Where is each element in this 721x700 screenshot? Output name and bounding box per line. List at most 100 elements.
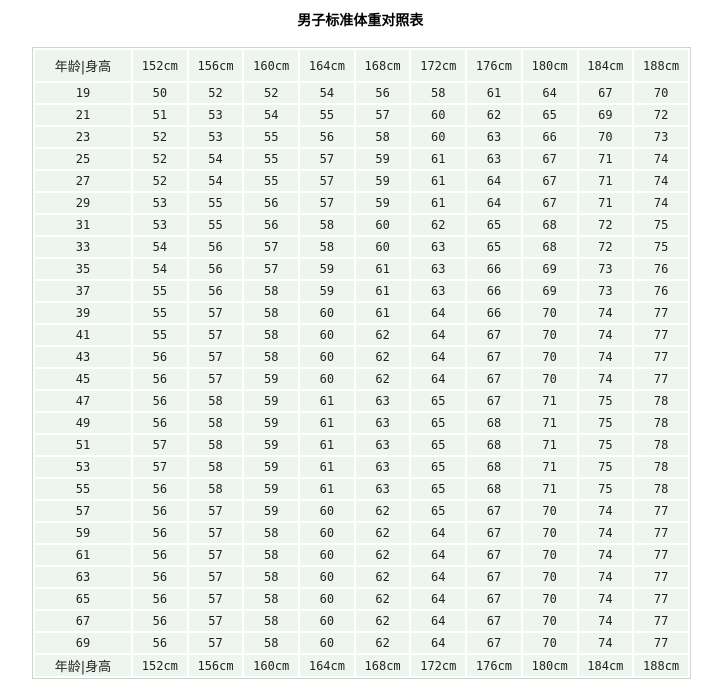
weight-cell: 54: [133, 237, 187, 257]
weight-cell: 58: [244, 303, 299, 323]
weight-cell: 56: [188, 281, 243, 301]
weight-cell: 78: [634, 413, 688, 433]
corner-label: 年龄|身高: [35, 655, 131, 676]
weight-cell: 63: [467, 127, 521, 147]
weight-cell: 58: [300, 237, 354, 257]
weight-cell: 59: [355, 193, 410, 213]
weight-cell: 61: [411, 193, 466, 213]
weight-cell: 73: [578, 281, 633, 301]
table-row: 37 55 56 58 59 61 63 66 69 73 76: [35, 281, 688, 301]
weight-cell: 58: [188, 457, 243, 477]
table-row: 35 54 56 57 59 61 63 66 69 73 76: [35, 259, 688, 279]
table-row: 65 56 57 58 60 62 64 67 70 74 77: [35, 589, 688, 609]
weight-cell: 55: [244, 149, 299, 169]
weight-cell: 55: [188, 215, 243, 235]
weight-cell: 61: [411, 171, 466, 191]
weight-cell: 74: [578, 325, 633, 345]
weight-cell: 73: [578, 259, 633, 279]
weight-cell: 74: [578, 611, 633, 631]
height-header: 160cm: [244, 655, 299, 676]
weight-cell: 68: [522, 215, 577, 235]
weight-cell: 69: [522, 281, 577, 301]
age-cell: 61: [35, 545, 131, 565]
weight-cell: 64: [411, 347, 466, 367]
weight-cell: 61: [300, 391, 354, 411]
header-row: 年龄|身高 152cm 156cm 160cm 164cm 168cm 172cm 176cm…: [35, 50, 688, 81]
weight-cell: 52: [133, 149, 187, 169]
table-row: 67 56 57 58 60 62 64 67 70 74 77: [35, 611, 688, 631]
weight-cell: 71: [522, 479, 577, 499]
weight-cell: 67: [522, 193, 577, 213]
weight-cell: 77: [634, 567, 688, 587]
weight-cell: 60: [355, 237, 410, 257]
weight-cell: 76: [634, 281, 688, 301]
weight-cell: 60: [300, 611, 354, 631]
weight-cell: 54: [188, 149, 243, 169]
age-cell: 37: [35, 281, 131, 301]
weight-cell: 62: [355, 545, 410, 565]
height-header: 188cm: [634, 50, 688, 81]
height-header: 164cm: [300, 50, 354, 81]
weight-cell: 53: [188, 105, 243, 125]
weight-cell: 62: [411, 215, 466, 235]
weight-cell: 67: [467, 545, 521, 565]
weight-cell: 60: [300, 369, 354, 389]
weight-cell: 60: [300, 303, 354, 323]
weight-cell: 64: [411, 523, 466, 543]
age-cell: 55: [35, 479, 131, 499]
weight-cell: 74: [578, 545, 633, 565]
table-row: 47 56 58 59 61 63 65 67 71 75 78: [35, 391, 688, 411]
weight-cell: 62: [355, 589, 410, 609]
weight-cell: 58: [244, 567, 299, 587]
weight-cell: 57: [188, 589, 243, 609]
weight-cell: 61: [300, 413, 354, 433]
weight-cell: 55: [244, 171, 299, 191]
height-header: 152cm: [133, 50, 187, 81]
weight-cell: 57: [188, 545, 243, 565]
weight-cell: 65: [522, 105, 577, 125]
table-row: 41 55 57 58 60 62 64 67 70 74 77: [35, 325, 688, 345]
weight-cell: 58: [244, 325, 299, 345]
weight-cell: 72: [634, 105, 688, 125]
weight-cell: 59: [355, 149, 410, 169]
weight-cell: 63: [411, 281, 466, 301]
weight-cell: 71: [522, 457, 577, 477]
weight-cell: 70: [522, 611, 577, 631]
weight-cell: 60: [300, 347, 354, 367]
weight-cell: 77: [634, 303, 688, 323]
table-row: 33 54 56 57 58 60 63 65 68 72 75: [35, 237, 688, 257]
height-header: 156cm: [188, 655, 243, 676]
weight-cell: 67: [467, 501, 521, 521]
weight-cell: 71: [522, 435, 577, 455]
weight-cell: 58: [244, 589, 299, 609]
weight-cell: 57: [188, 501, 243, 521]
weight-cell: 77: [634, 325, 688, 345]
table-row: 49 56 58 59 61 63 65 68 71 75 78: [35, 413, 688, 433]
weight-cell: 63: [355, 391, 410, 411]
table-row: 45 56 57 59 60 62 64 67 70 74 77: [35, 369, 688, 389]
weight-cell: 59: [300, 281, 354, 301]
weight-cell: 56: [133, 545, 187, 565]
table-row: 57 56 57 59 60 62 65 67 70 74 77: [35, 501, 688, 521]
weight-cell: 61: [411, 149, 466, 169]
weight-cell: 57: [188, 325, 243, 345]
weight-cell: 61: [355, 281, 410, 301]
weight-cell: 75: [578, 457, 633, 477]
weight-cell: 66: [522, 127, 577, 147]
weight-cell: 62: [355, 633, 410, 653]
weight-cell: 56: [355, 83, 410, 103]
weight-cell: 53: [188, 127, 243, 147]
height-header: 184cm: [578, 50, 633, 81]
weight-cell: 54: [244, 105, 299, 125]
weight-cell: 67: [467, 523, 521, 543]
weight-table: 年龄|身高 152cm 156cm 160cm 164cm 168cm 172cm 176cm…: [33, 48, 690, 678]
age-cell: 21: [35, 105, 131, 125]
height-header: 164cm: [300, 655, 354, 676]
height-header: 172cm: [411, 655, 466, 676]
weight-cell: 77: [634, 545, 688, 565]
weight-cell: 56: [300, 127, 354, 147]
weight-cell: 75: [578, 391, 633, 411]
weight-cell: 57: [188, 633, 243, 653]
weight-cell: 74: [634, 171, 688, 191]
weight-cell: 61: [300, 457, 354, 477]
